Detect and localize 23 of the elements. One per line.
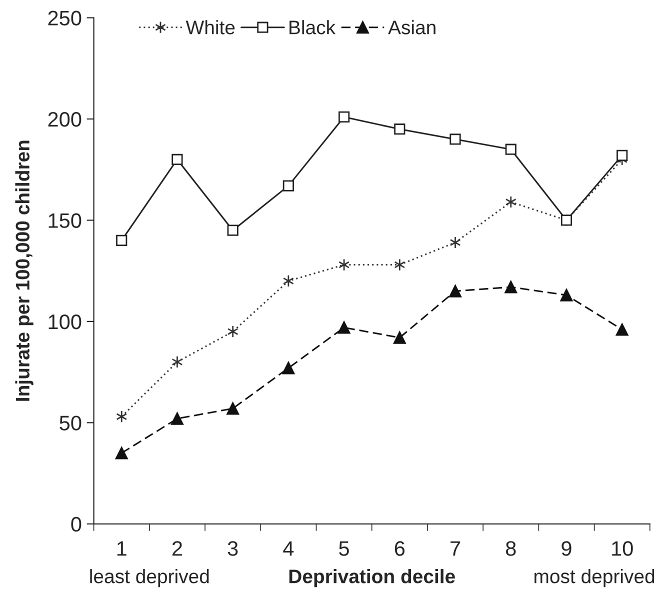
y-axis-title: Injurate per 100,000 children	[15, 140, 34, 401]
legend-label: Black	[290, 20, 336, 34]
x-tick-label: 10	[612, 541, 633, 556]
text: most deprived	[534, 569, 654, 588]
x-tick-label: 1	[117, 541, 126, 556]
legend-label: White	[186, 20, 235, 34]
x-tick-label: 3	[228, 541, 238, 556]
y-tick-label: 200	[48, 112, 82, 127]
text: least deprived	[90, 569, 209, 588]
x-tick-label: 2	[172, 541, 182, 556]
y-tick-label: 50	[60, 416, 82, 430]
y-tick-label: 0	[71, 516, 82, 532]
x-tick-label: 5	[339, 541, 349, 556]
x-axis-title: Deprivation decile	[289, 569, 455, 588]
y-tick-label: 100	[48, 314, 82, 330]
y-tick-label: 150	[48, 213, 82, 228]
legend-label: Asian	[388, 20, 436, 34]
x-tick-label: 7	[450, 541, 460, 556]
y-tick-label: 250	[48, 10, 82, 26]
x-tick-label: 9	[562, 541, 572, 556]
x-tick-label: 6	[394, 541, 405, 556]
x-tick-label: 8	[506, 541, 516, 556]
x-tick-label: 4	[283, 541, 294, 556]
